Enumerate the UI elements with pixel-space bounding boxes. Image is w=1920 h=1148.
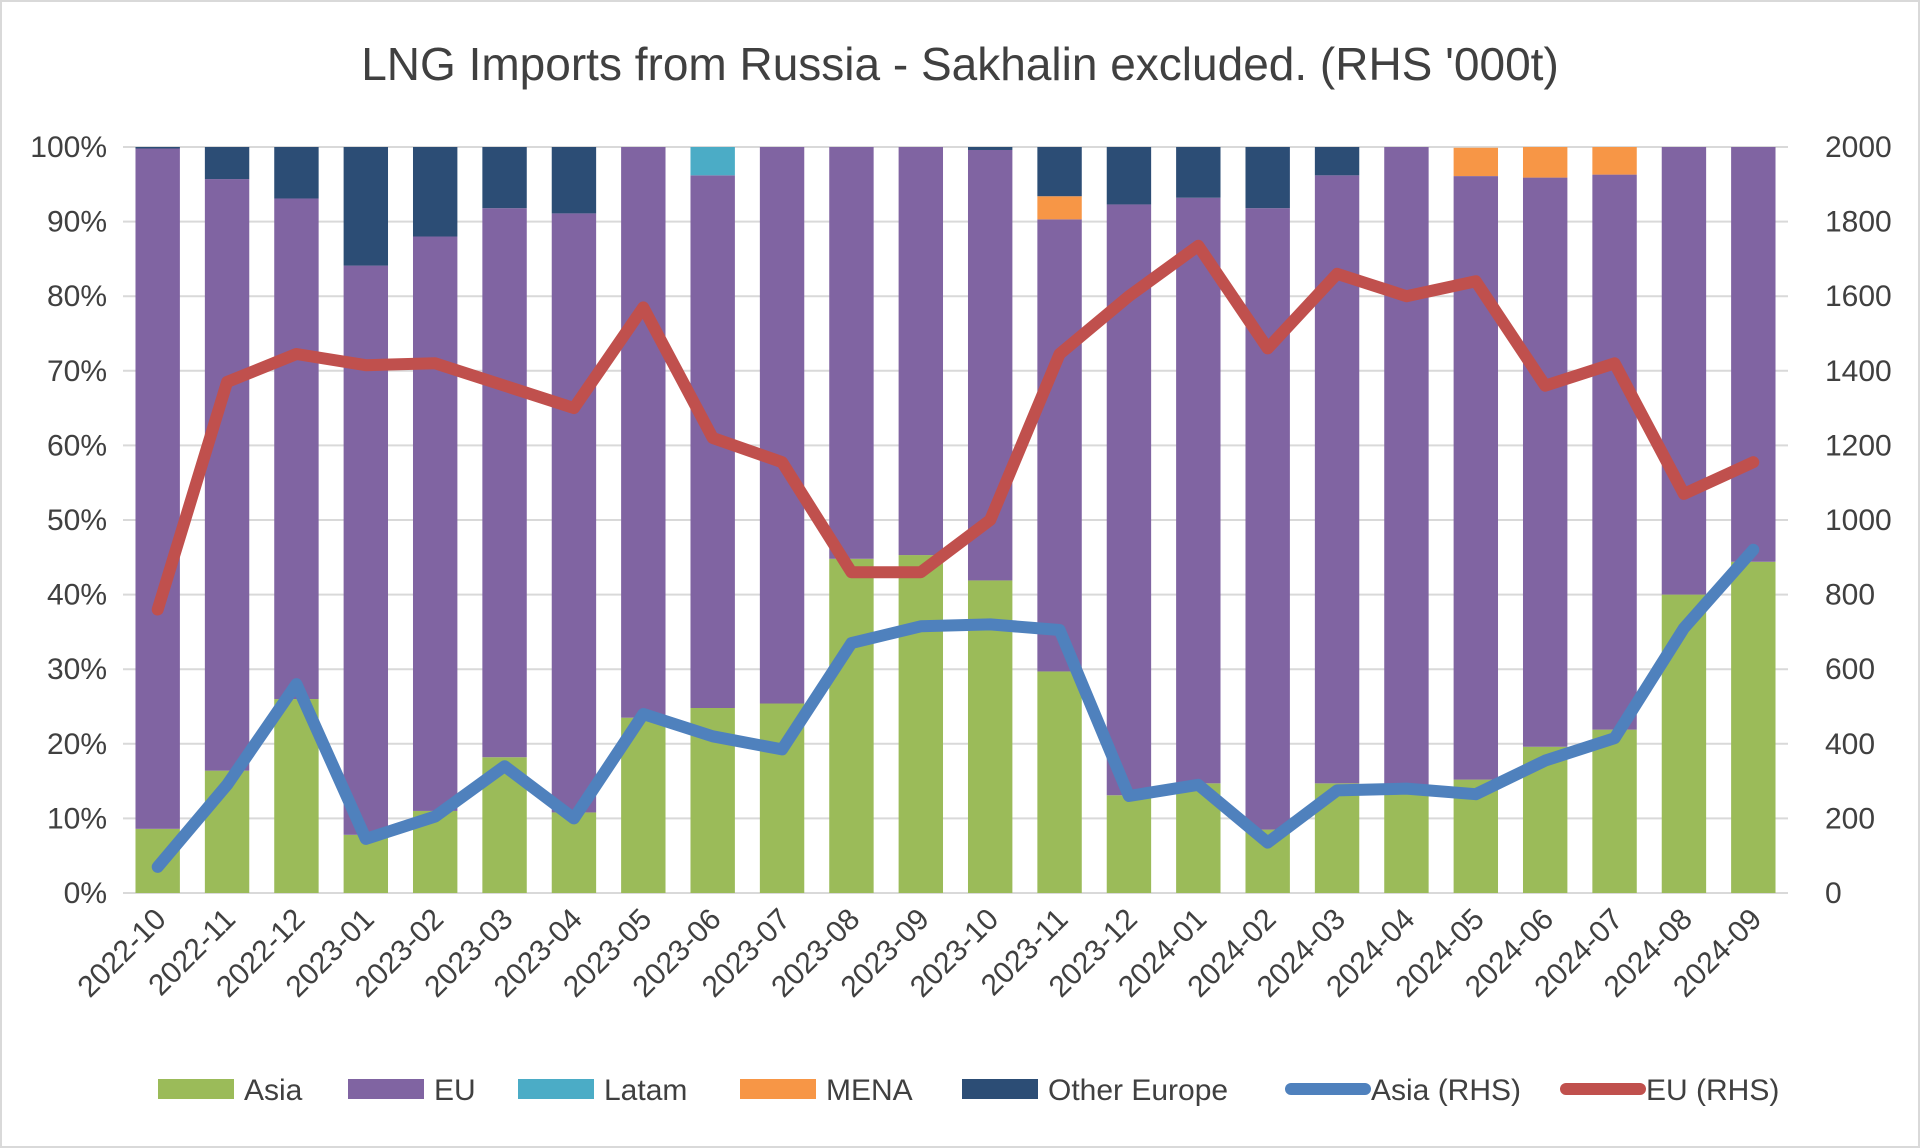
- bar-asia: [898, 555, 944, 893]
- bar-other-europe: [1314, 147, 1360, 176]
- right-tick-label: 1800: [1825, 206, 1892, 239]
- bar-mena: [1037, 196, 1082, 220]
- bar-eu: [1592, 174, 1637, 730]
- right-tick-label: 400: [1825, 728, 1875, 761]
- legend-swatch: [348, 1079, 424, 1099]
- bar-eu: [482, 208, 527, 758]
- bar-eu: [898, 147, 944, 556]
- bar-eu: [412, 236, 458, 811]
- bar-eu: [1661, 147, 1707, 595]
- bar-asia: [1731, 561, 1776, 893]
- x-axis: 2022-102022-112022-122023-012023-022023-…: [71, 903, 1768, 1004]
- legend-label: EU (RHS): [1646, 1074, 1779, 1107]
- bar-eu: [1731, 147, 1776, 562]
- bar-other-europe: [551, 147, 597, 214]
- right-tick-label: 800: [1825, 579, 1875, 612]
- right-tick-label: 1000: [1825, 504, 1892, 537]
- bar-other-europe: [1106, 147, 1152, 205]
- bar-asia: [829, 558, 874, 893]
- bar-other-europe: [135, 147, 180, 149]
- right-tick-label: 1600: [1825, 280, 1892, 313]
- bar-mena: [1592, 147, 1637, 175]
- bar-eu: [1384, 147, 1429, 785]
- line-asia-rhs: [151, 543, 1760, 873]
- bar-asia: [1592, 729, 1637, 893]
- bar-asia: [1106, 795, 1152, 893]
- right-tick-label: 600: [1825, 653, 1875, 686]
- bar-other-europe: [1037, 147, 1082, 197]
- bar-eu: [1522, 177, 1568, 747]
- legend-label: Latam: [604, 1074, 687, 1107]
- bar-mena: [1453, 147, 1499, 177]
- left-tick-label: 100%: [30, 131, 107, 164]
- left-tick-label: 90%: [47, 206, 107, 239]
- bar-eu: [1245, 208, 1290, 830]
- right-axis: 0 200 400 600 800 1000 1200 1400 1600 1800 2000: [1825, 131, 1892, 910]
- bar-mena: [1522, 147, 1568, 178]
- right-tick-label: 200: [1825, 802, 1875, 835]
- legend-label: Other Europe: [1048, 1074, 1228, 1107]
- left-tick-label: 20%: [47, 728, 107, 761]
- legend: Asia EU Latam MENA Other Europe Asia (RHS) EU …: [158, 1074, 1779, 1107]
- right-tick-label: 2000: [1825, 131, 1892, 164]
- legend-label: MENA: [826, 1074, 913, 1107]
- bar-asia: [1384, 784, 1429, 893]
- legend-swatch: [740, 1079, 816, 1099]
- right-tick-label: 1200: [1825, 429, 1892, 462]
- bar-eu: [343, 265, 389, 835]
- legend-swatch: [158, 1079, 234, 1099]
- bar-eu: [621, 147, 666, 718]
- chart-title: LNG Imports from Russia - Sakhalin exclu…: [361, 38, 1559, 90]
- left-axis: 0% 10% 20% 30% 40% 50% 60% 70% 80% 90% 100%: [30, 131, 107, 910]
- bar-eu: [759, 147, 805, 704]
- left-tick-label: 70%: [47, 355, 107, 388]
- bar-eu: [204, 179, 250, 771]
- bar-eu: [1037, 219, 1082, 672]
- left-tick-label: 60%: [47, 429, 107, 462]
- legend-swatch: [518, 1079, 594, 1099]
- right-tick-label: 1400: [1825, 355, 1892, 388]
- bar-eu: [135, 148, 180, 829]
- bar-asia: [551, 812, 597, 893]
- line-series: [151, 239, 1760, 873]
- bar-other-europe: [412, 147, 458, 237]
- bar-eu: [551, 213, 597, 813]
- left-tick-label: 30%: [47, 653, 107, 686]
- bar-eu: [1314, 175, 1360, 784]
- bar-other-europe: [1176, 147, 1221, 198]
- legend-label: EU: [434, 1074, 476, 1107]
- bar-other-europe: [482, 147, 527, 209]
- bar-asia: [967, 580, 1013, 893]
- left-tick-label: 10%: [47, 802, 107, 835]
- bar-other-europe: [274, 147, 319, 199]
- legend-swatch: [962, 1079, 1038, 1099]
- legend-label: Asia: [244, 1074, 303, 1107]
- bar-latam: [690, 147, 735, 176]
- bar-eu: [274, 198, 319, 700]
- line-eu-rhs: [151, 239, 1760, 616]
- bar-other-europe: [343, 147, 389, 266]
- bar-other-europe: [204, 147, 250, 180]
- legend-label: Asia (RHS): [1371, 1074, 1521, 1107]
- gridlines: [123, 146, 1788, 894]
- bar-eu: [1453, 176, 1499, 780]
- left-tick-label: 50%: [47, 504, 107, 537]
- left-tick-label: 0%: [64, 877, 107, 910]
- bar-eu: [1176, 197, 1221, 784]
- bar-other-europe: [1245, 147, 1290, 209]
- left-tick-label: 40%: [47, 579, 107, 612]
- bar-eu: [829, 147, 874, 559]
- bar-other-europe: [967, 147, 1013, 150]
- right-tick-label: 0: [1825, 877, 1842, 910]
- left-tick-label: 80%: [47, 280, 107, 313]
- bar-asia: [1037, 671, 1082, 893]
